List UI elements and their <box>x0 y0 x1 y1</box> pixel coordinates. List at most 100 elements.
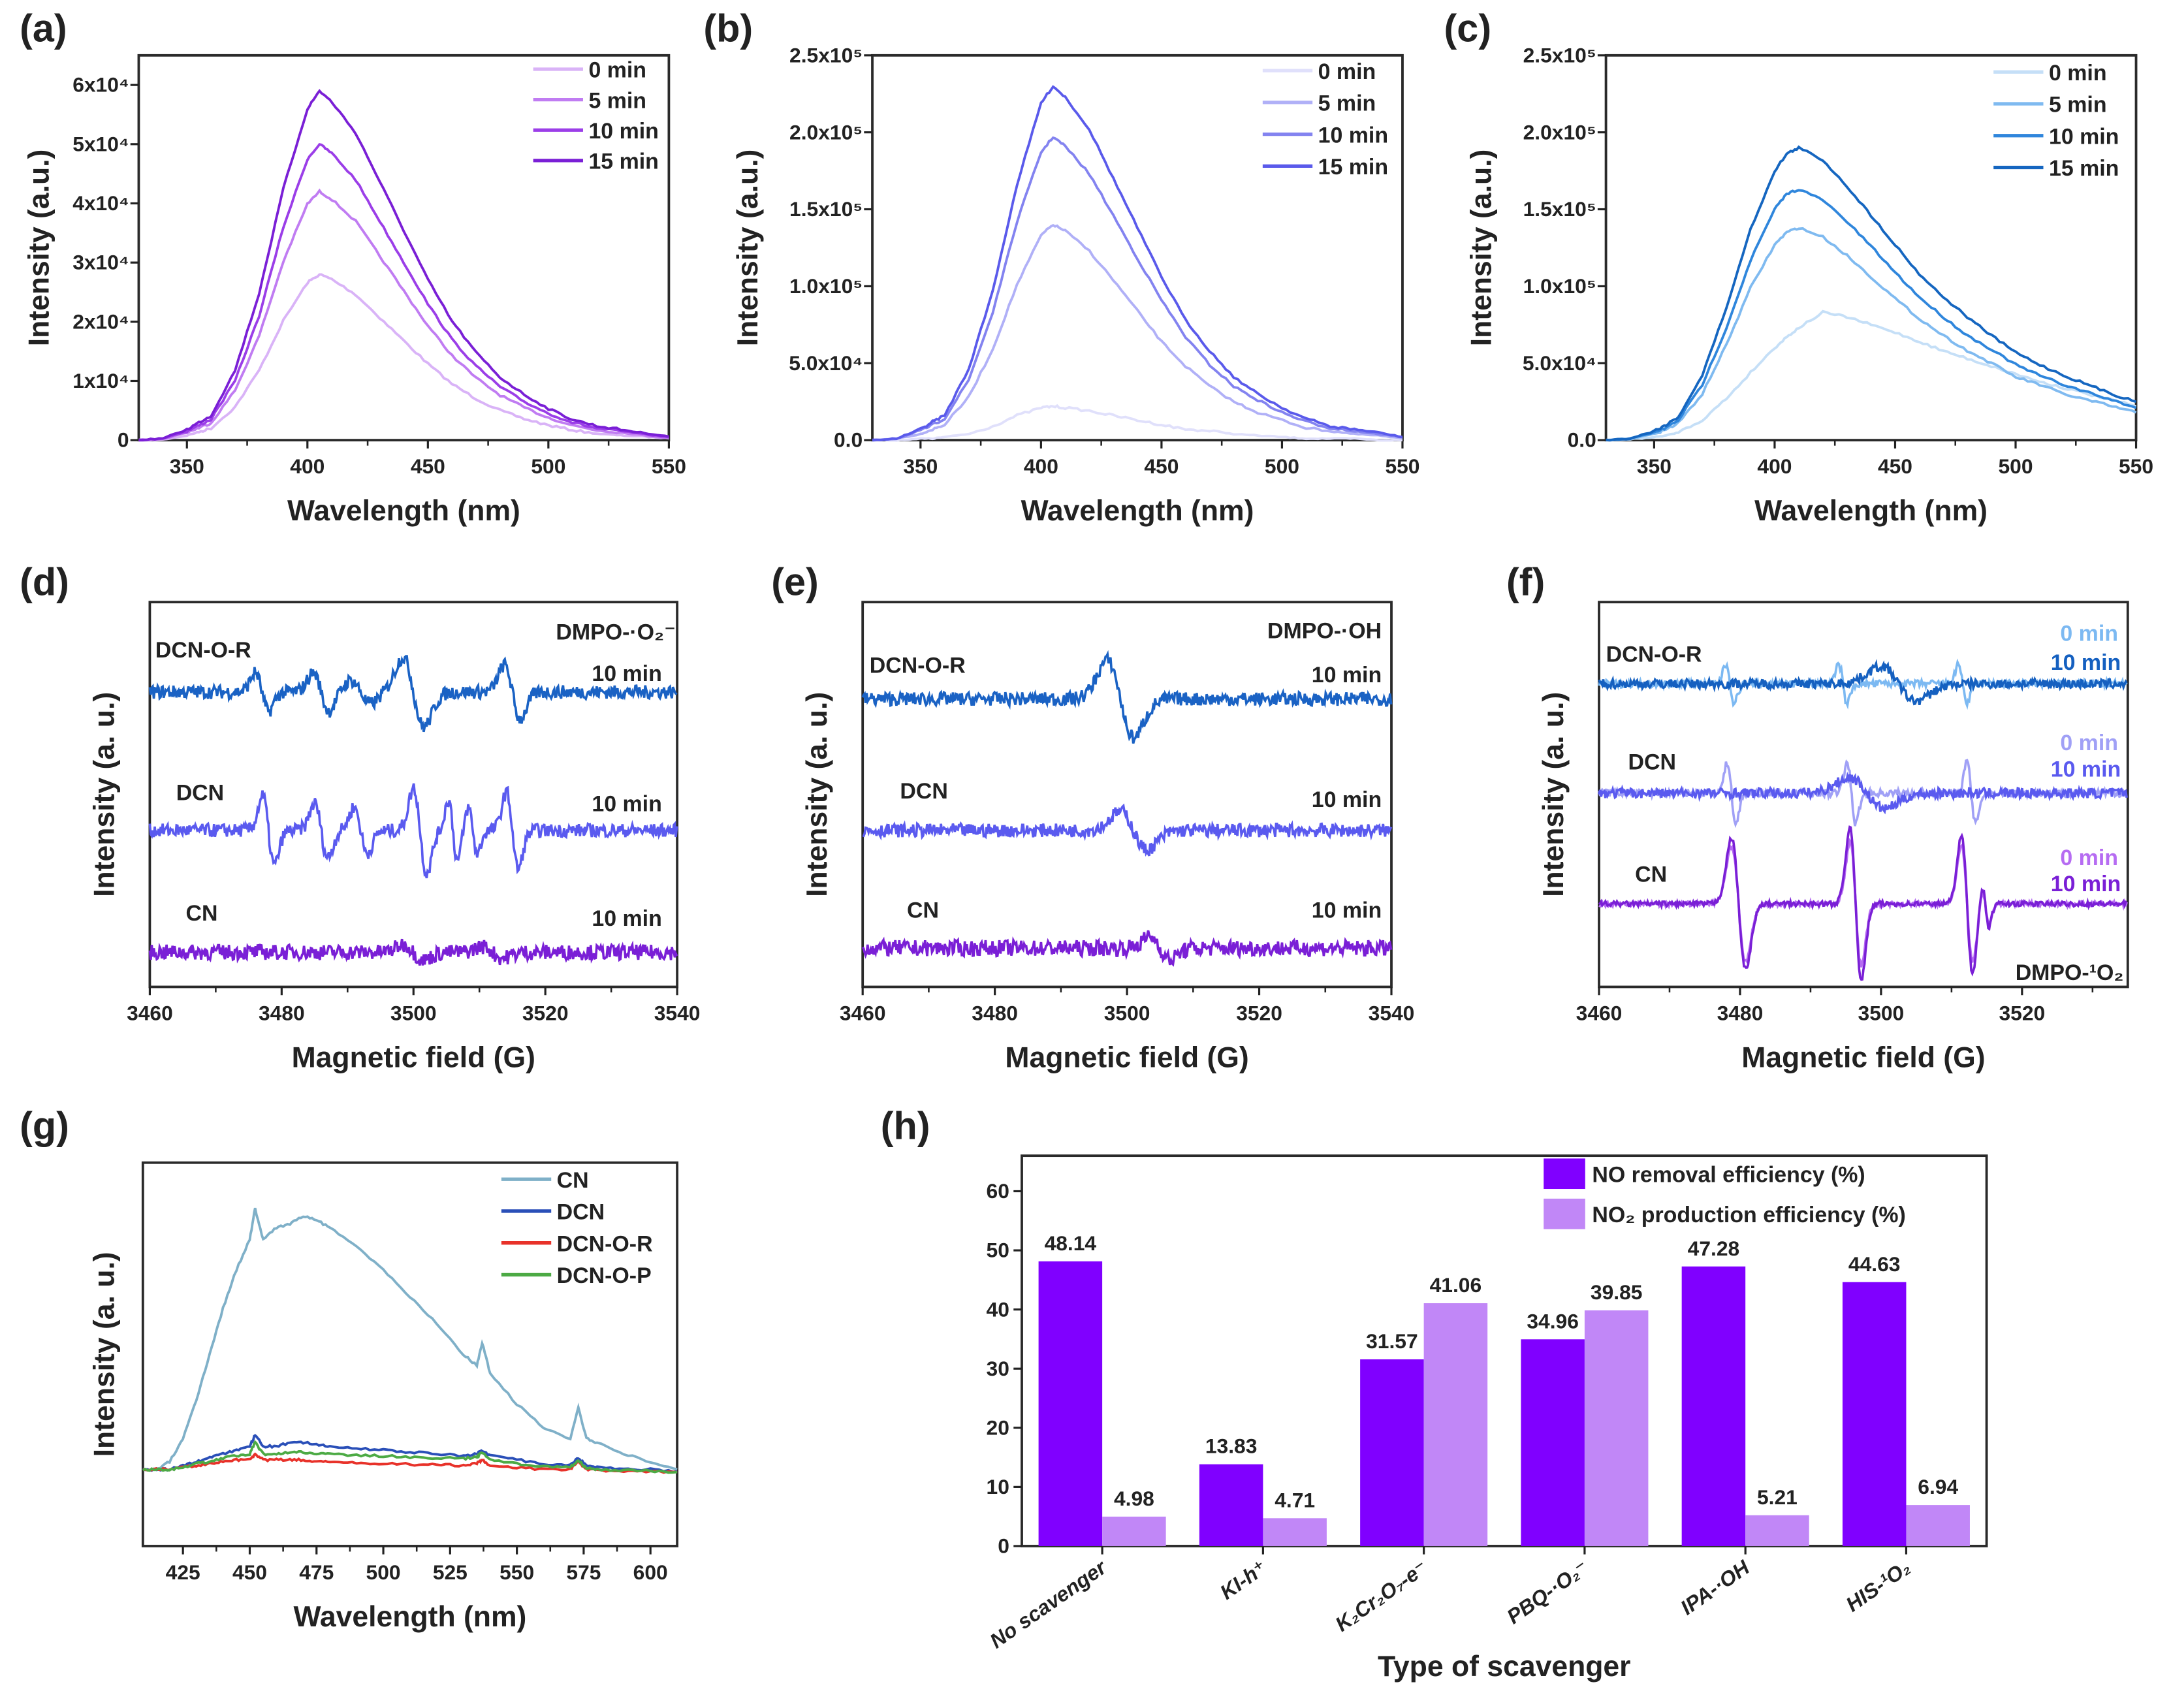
bar-no-removal <box>1842 1282 1907 1546</box>
x-tick-label: 3520 <box>1999 1001 2045 1024</box>
series-line-15-min <box>138 89 669 442</box>
x-tick-label: 500 <box>1998 454 2033 478</box>
chart-panel-c: (c) 350 400 450 500 550 0.0 5.0x10⁴ 1.0x10⁵ 1.5x1… <box>1444 7 2153 527</box>
plot-frame <box>137 54 671 442</box>
bar-value-label: 31.57 <box>1366 1329 1418 1353</box>
x-tick-label: 400 <box>290 454 325 478</box>
time-label: 10 min <box>2051 757 2121 782</box>
x-tick-label: 3480 <box>259 1001 305 1024</box>
bar-value-label: 5.21 <box>1757 1485 1798 1509</box>
bar-value-label: 44.63 <box>1848 1252 1901 1276</box>
y-tick-label: 1x10⁴ <box>72 369 129 392</box>
y-tick-label: 30 <box>987 1357 1009 1380</box>
x-tick-label: 500 <box>1265 454 1299 478</box>
y-tick-label: 5.0x10⁴ <box>1523 351 1596 375</box>
chart-panel-g: (g) 425 450 475 500 525 550 575 600 Wavelength (n… <box>20 1104 679 1633</box>
x-tick-label: 350 <box>903 454 938 478</box>
legend-label: 5 min <box>588 88 646 113</box>
y-tick-label: 0 <box>118 428 129 452</box>
x-axis-label: Magnetic field (G) <box>292 1041 535 1073</box>
panel-label: (e) <box>771 560 819 604</box>
x-tick-label: 425 <box>166 1560 200 1584</box>
x-tick-label: 550 <box>652 454 686 478</box>
panel-label: (c) <box>1444 7 1492 50</box>
y-tick-label: 3x10⁴ <box>72 251 129 274</box>
plot-frame <box>1604 54 2138 442</box>
bar-no-removal <box>1681 1266 1746 1546</box>
x-tick-label: 575 <box>566 1560 601 1584</box>
legend-label: DCN-O-P <box>557 1263 652 1288</box>
x-tick-label: 3520 <box>1236 1001 1282 1024</box>
sample-label: DCN <box>176 780 224 805</box>
bar-no2-production <box>1263 1518 1327 1546</box>
time-label: 10 min <box>2051 872 2121 896</box>
bar-no2-production <box>1906 1505 1970 1546</box>
series-line-15-min <box>872 85 1403 441</box>
bar-no-removal <box>1199 1464 1263 1546</box>
y-tick-label: 2.0x10⁵ <box>1523 120 1596 144</box>
plot-frame <box>141 1161 679 1547</box>
legend-label: NO removal efficiency (%) <box>1592 1162 1865 1187</box>
y-tick-label: 2.5x10⁵ <box>789 43 863 67</box>
esr-trace-dcn-10-min <box>1598 771 2128 815</box>
y-tick-label: 20 <box>987 1415 1009 1439</box>
x-tick-label: 550 <box>1385 454 1419 478</box>
series-line-5-min <box>138 188 669 442</box>
x-tick-label: 550 <box>499 1560 534 1584</box>
x-tick-label: 350 <box>1637 454 1672 478</box>
x-tick-label: 500 <box>366 1560 401 1584</box>
time-label: 10 min <box>1312 787 1382 812</box>
esr-trace-dcn-o-r-10-min <box>861 650 1393 744</box>
x-axis-label: Wavelength (nm) <box>1021 495 1254 527</box>
esr-trace-cn-10-min <box>1598 825 2127 981</box>
series-line-0-min <box>872 403 1403 442</box>
esr-trace-dcn-o-r-10-min <box>1598 659 2128 706</box>
bar-no2-production <box>1102 1516 1166 1546</box>
time-label: 10 min <box>2051 650 2121 675</box>
bar-no-removal <box>1360 1359 1424 1546</box>
x-tick-label: 400 <box>1757 454 1792 478</box>
series-line-dcn <box>142 1434 678 1474</box>
spin-adduct-label: DMPO-·O₂⁻ <box>556 620 676 644</box>
y-tick-label: 0.0 <box>834 428 863 452</box>
x-tick-label: 450 <box>1878 454 1912 478</box>
x-axis-label: Magnetic field (G) <box>1005 1041 1248 1073</box>
bar-no2-production <box>1584 1310 1649 1546</box>
x-tick-label: 3520 <box>522 1001 569 1024</box>
sample-label: DCN <box>1628 750 1676 775</box>
bar-value-label: 4.71 <box>1275 1488 1315 1511</box>
y-axis-label: Intensity (a.u.) <box>732 150 764 347</box>
panel-label: (a) <box>20 7 67 50</box>
x-tick-label: 550 <box>2119 454 2153 478</box>
y-tick-label: 40 <box>987 1297 1009 1321</box>
x-tick-label: 3500 <box>1104 1001 1150 1024</box>
esr-trace-cn-10-min <box>861 930 1393 967</box>
y-tick-label: 0 <box>998 1534 1009 1558</box>
y-tick-label: 1.5x10⁵ <box>1523 197 1596 221</box>
bar-no2-production <box>1745 1515 1809 1546</box>
legend-label: 15 min <box>1318 155 1388 180</box>
category-label: KI-h⁺ <box>1216 1555 1271 1604</box>
time-label: 10 min <box>592 791 661 816</box>
time-label: 10 min <box>592 661 661 686</box>
y-tick-label: 1.5x10⁵ <box>789 197 863 221</box>
category-label: HIS-¹O₂ <box>1841 1555 1914 1616</box>
time-label: 0 min <box>2060 731 2118 755</box>
panel-label: (b) <box>703 7 753 50</box>
time-label: 0 min <box>2060 846 2118 870</box>
sample-label: DCN-O-R <box>155 638 251 663</box>
y-tick-label: 2.5x10⁵ <box>1523 43 1596 67</box>
x-tick-label: 3480 <box>1717 1001 1764 1024</box>
x-tick-label: 475 <box>299 1560 334 1584</box>
esr-trace-cn-10-min <box>148 938 678 966</box>
x-tick-label: 3460 <box>127 1001 173 1024</box>
panel-label: (g) <box>20 1104 69 1148</box>
x-tick-label: 3540 <box>654 1001 701 1024</box>
legend-label: 5 min <box>2049 93 2107 118</box>
x-tick-label: 525 <box>433 1560 467 1584</box>
legend-label: 0 min <box>588 58 646 83</box>
spin-adduct-label: DMPO-·OH <box>1267 618 1382 643</box>
x-tick-label: 3460 <box>840 1001 886 1024</box>
bar-value-label: 4.98 <box>1114 1487 1154 1510</box>
